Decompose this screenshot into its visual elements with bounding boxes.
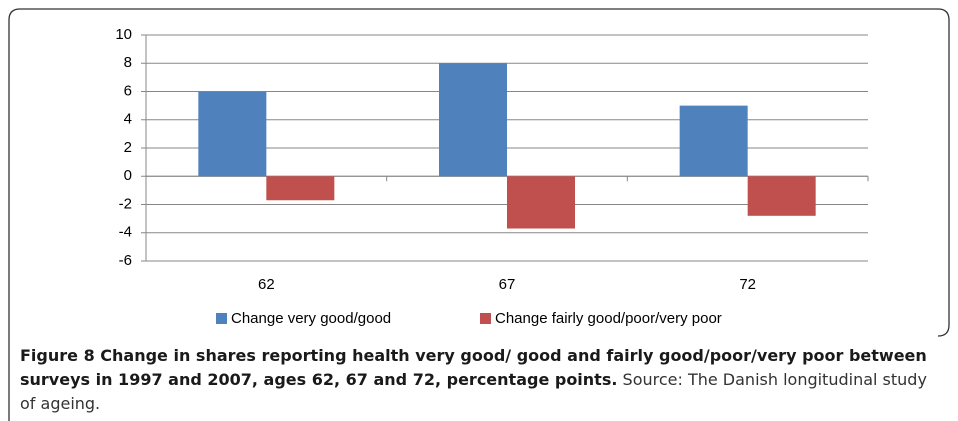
x-tick-label: 67 [499,276,516,293]
bar [266,176,335,201]
caption-title: Figure 8 Change in shares reporting heal… [20,346,927,389]
bar [679,105,748,177]
bar [507,176,575,229]
bar [198,91,267,177]
caption: Figure 8 Change in shares reporting heal… [20,344,940,416]
y-tick-label: 2 [124,139,132,156]
x-tick-label: 62 [258,276,275,293]
y-tick-label: 8 [124,54,132,71]
legend-label: Change fairly good/poor/very poor [495,310,722,327]
legend-swatch [480,313,491,324]
y-tick-label: 4 [124,111,132,128]
y-tick-label: -2 [119,195,132,212]
legend-swatch [216,313,227,324]
bar [439,63,507,177]
x-tick-label: 72 [739,276,756,293]
y-tick-label: 10 [115,26,132,43]
legend-label: Change very good/good [231,310,391,327]
y-tick-label: -4 [119,224,132,241]
bar [747,176,816,216]
y-tick-label: -6 [119,252,132,269]
figure-frame [8,8,950,421]
caption-text: Source: The Danish longitudinal study of… [20,370,927,413]
y-tick-label: 6 [124,82,132,99]
y-tick-label: 0 [124,167,132,184]
